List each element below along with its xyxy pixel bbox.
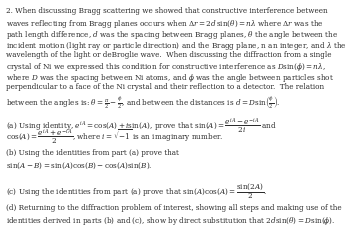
Text: perpendicular to a face of the Ni crystal and their reflection to a detector.  T: perpendicular to a face of the Ni crysta… xyxy=(6,84,324,91)
Text: (c) Using the identities from part (a) prove that $\sin(A)\cos(A) = \dfrac{\sin(: (c) Using the identities from part (a) p… xyxy=(6,182,267,202)
Text: $\cos(A) = \dfrac{e^{iA}+e^{-iA}}{2}$, where $i = \sqrt{-1}$ is an imaginary num: $\cos(A) = \dfrac{e^{iA}+e^{-iA}}{2}$, w… xyxy=(6,127,224,146)
Text: wavelength of the light or deBroglie wave.  When discussing the diffraction from: wavelength of the light or deBroglie wav… xyxy=(6,51,332,59)
Text: between the angles is: $\theta = \frac{\pi}{2} - \frac{\phi}{2}$, and between th: between the angles is: $\theta = \frac{\… xyxy=(6,94,281,110)
Text: (a) Using identity, $e^{iA} = \cos(A) + i\sin(A)$, prove that $\sin(A) = \dfrac{: (a) Using identity, $e^{iA} = \cos(A) + … xyxy=(6,116,277,135)
Text: identities derived in parts (b) and (c), show by direct substitution that $2d\si: identities derived in parts (b) and (c),… xyxy=(6,215,336,227)
Text: $\sin(A - B) = \sin(A)\cos(B) - \cos(A)\sin(B)$.: $\sin(A - B) = \sin(A)\cos(B) - \cos(A)\… xyxy=(6,160,153,171)
Text: waves reflecting from Bragg planes occurs when $\Delta r = 2d\,\sin(\theta) = n\: waves reflecting from Bragg planes occur… xyxy=(6,18,324,30)
Text: (d) Returning to the diffraction problem of interest, showing all steps and maki: (d) Returning to the diffraction problem… xyxy=(6,204,342,212)
Text: crystal of Ni we expressed this condition for constructive interference as $D\si: crystal of Ni we expressed this conditio… xyxy=(6,61,326,73)
Text: (b) Using the identities from part (a) prove that: (b) Using the identities from part (a) p… xyxy=(6,149,179,157)
Text: path length difference, $d$ was the spacing between Bragg planes, $\theta$ the a: path length difference, $d$ was the spac… xyxy=(6,29,339,41)
Text: incident motion (light ray or particle direction) and the Bragg plane, n an inte: incident motion (light ray or particle d… xyxy=(6,39,347,51)
Text: 2. When discussing Bragg scattering we showed that constructive interference bet: 2. When discussing Bragg scattering we s… xyxy=(6,7,328,15)
Text: where $D$ was the spacing between Ni atoms, and $\phi$ was the angle between par: where $D$ was the spacing between Ni ato… xyxy=(6,72,334,84)
